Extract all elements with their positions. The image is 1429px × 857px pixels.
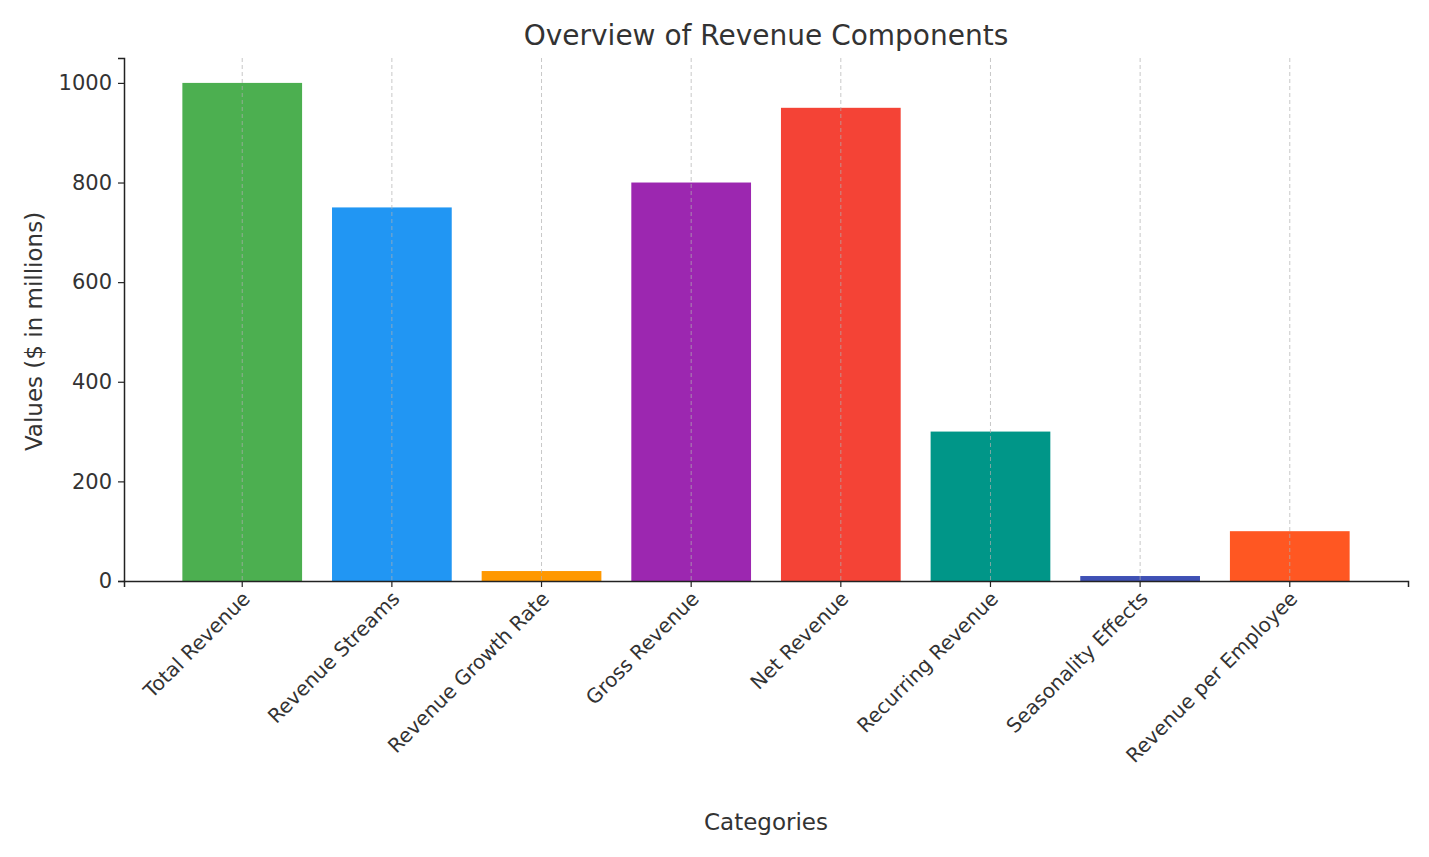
y-tick-label: 400 bbox=[72, 370, 112, 394]
y-tick-mark bbox=[118, 83, 124, 84]
y-axis-line bbox=[118, 59, 125, 582]
y-tick-mark bbox=[118, 581, 124, 582]
grid-line bbox=[1289, 58, 1290, 581]
x-tick: Recurring Revenue bbox=[852, 581, 1003, 737]
x-tick: Revenue Growth Rate bbox=[383, 581, 554, 758]
y-axis: 0 200 400 600 800 1000 bbox=[59, 59, 125, 594]
x-tick-label: Revenue Streams bbox=[263, 587, 405, 729]
y-tick-label: 800 bbox=[72, 171, 112, 195]
x-tick-mark bbox=[691, 581, 692, 587]
x-tick: Gross Revenue bbox=[581, 581, 704, 709]
x-axis: Total RevenueRevenue StreamsRevenue Grow… bbox=[125, 581, 1409, 768]
x-tick: Total Revenue bbox=[138, 581, 255, 703]
x-tick-label: Gross Revenue bbox=[581, 587, 704, 710]
x-axis-title: Categories bbox=[704, 809, 828, 835]
x-tick-label: Total Revenue bbox=[138, 587, 255, 704]
y-tick: 0 bbox=[99, 569, 124, 593]
x-tick-mark bbox=[541, 581, 542, 587]
x-tick: Revenue per Employee bbox=[1121, 581, 1302, 768]
y-tick-mark bbox=[118, 382, 124, 383]
x-tick-mark bbox=[1140, 581, 1141, 587]
y-tick-mark bbox=[118, 182, 124, 183]
y-axis-title: Values ($ in millions) bbox=[21, 212, 47, 451]
y-tick-label: 0 bbox=[99, 569, 112, 593]
x-tick-label: Seasonality Effects bbox=[1001, 587, 1152, 738]
x-tick-label: Net Revenue bbox=[745, 587, 853, 695]
y-tick: 1000 bbox=[59, 71, 124, 95]
y-tick: 800 bbox=[72, 171, 124, 195]
background bbox=[0, 0, 1429, 857]
grid-line bbox=[1140, 58, 1141, 581]
chart: 0 200 400 600 800 1000 Total RevenueRevenue St… bbox=[0, 0, 1429, 857]
x-tick: Seasonality Effects bbox=[1001, 581, 1152, 738]
grid-line bbox=[242, 58, 243, 581]
chart-title: Overview of Revenue Components bbox=[524, 19, 1009, 52]
x-tick-label: Recurring Revenue bbox=[852, 587, 1003, 738]
x-tick-mark bbox=[1289, 581, 1290, 587]
x-tick-mark bbox=[242, 581, 243, 587]
x-axis-line bbox=[125, 582, 1409, 588]
grid-line bbox=[990, 58, 991, 581]
grid-line bbox=[541, 58, 542, 581]
y-tick-mark bbox=[118, 481, 124, 482]
x-tick-mark bbox=[391, 581, 392, 587]
y-tick: 400 bbox=[72, 370, 124, 394]
grid-line bbox=[840, 58, 841, 581]
y-tick-label: 200 bbox=[72, 470, 112, 494]
grid-line bbox=[691, 58, 692, 581]
y-tick-label: 1000 bbox=[59, 71, 112, 95]
y-tick: 200 bbox=[72, 470, 124, 494]
y-tick-label: 600 bbox=[72, 270, 112, 294]
x-tick-label: Revenue per Employee bbox=[1121, 587, 1302, 768]
y-tick: 600 bbox=[72, 270, 124, 294]
x-tick: Net Revenue bbox=[745, 581, 853, 694]
x-tick-mark bbox=[990, 581, 991, 587]
y-tick-mark bbox=[118, 282, 124, 283]
plot-area bbox=[182, 58, 1349, 581]
grid-line bbox=[391, 58, 392, 581]
x-tick-mark bbox=[840, 581, 841, 587]
x-tick: Revenue Streams bbox=[263, 581, 405, 728]
x-tick-label: Revenue Growth Rate bbox=[383, 587, 554, 758]
